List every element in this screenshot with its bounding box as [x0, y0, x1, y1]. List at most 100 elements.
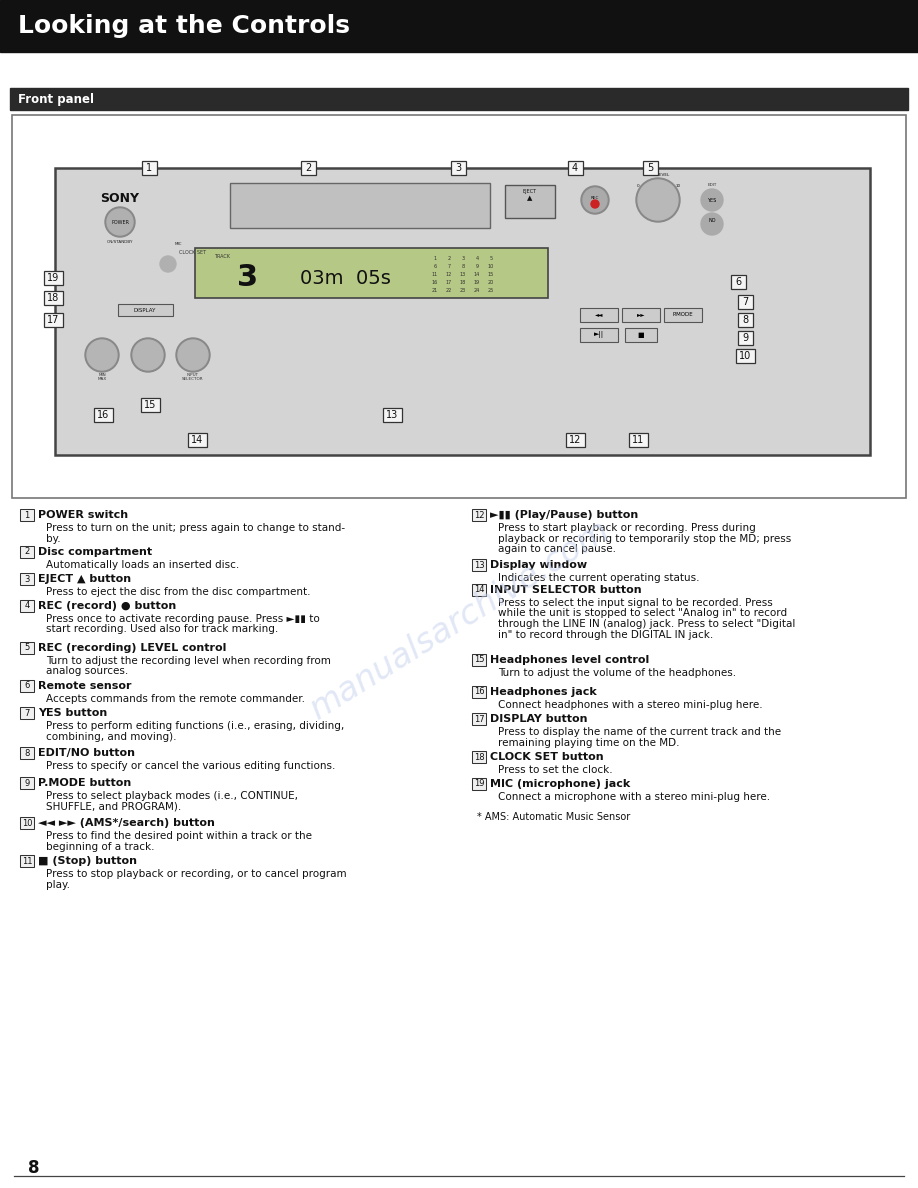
FancyBboxPatch shape — [43, 271, 62, 285]
Text: 9: 9 — [476, 264, 478, 268]
Text: 4: 4 — [476, 255, 478, 260]
FancyBboxPatch shape — [94, 407, 113, 422]
Text: INPUT
SELECTOR: INPUT SELECTOR — [182, 373, 204, 381]
Text: CLOCK SET: CLOCK SET — [179, 251, 207, 255]
FancyBboxPatch shape — [383, 407, 401, 422]
Text: Press to eject the disc from the disc compartment.: Press to eject the disc from the disc co… — [46, 587, 310, 598]
Text: 13: 13 — [474, 561, 485, 569]
FancyBboxPatch shape — [187, 432, 207, 447]
Text: 15: 15 — [144, 400, 156, 410]
Text: 18: 18 — [47, 293, 59, 303]
Text: Turn to adjust the volume of the headphones.: Turn to adjust the volume of the headpho… — [498, 668, 736, 678]
Circle shape — [636, 178, 680, 222]
Text: 12: 12 — [569, 435, 581, 446]
Text: 19: 19 — [47, 273, 59, 283]
Text: ■: ■ — [638, 331, 644, 339]
Text: SONY: SONY — [100, 191, 140, 204]
Text: 8: 8 — [742, 315, 748, 326]
Bar — [55, 168, 870, 455]
Text: remaining playing time on the MD.: remaining playing time on the MD. — [498, 738, 679, 747]
Text: NO: NO — [709, 217, 716, 222]
Text: 1: 1 — [433, 255, 437, 260]
Text: 20: 20 — [487, 279, 494, 284]
Bar — [580, 308, 618, 322]
Text: 11: 11 — [632, 435, 644, 446]
Text: 16: 16 — [97, 410, 109, 421]
Bar — [622, 308, 660, 322]
Text: 14: 14 — [474, 586, 485, 594]
Text: POWER switch: POWER switch — [38, 510, 129, 520]
Text: POWER: POWER — [111, 220, 129, 225]
Text: 8: 8 — [24, 748, 29, 758]
Text: Press to turn on the unit; press again to change to stand-: Press to turn on the unit; press again t… — [46, 523, 345, 533]
Text: YES: YES — [708, 197, 717, 202]
FancyBboxPatch shape — [141, 162, 156, 175]
Bar — [0, 0, 918, 52]
Text: 24: 24 — [474, 287, 480, 292]
Text: Press to perform editing functions (i.e., erasing, dividing,: Press to perform editing functions (i.e.… — [46, 721, 344, 731]
Text: 2: 2 — [305, 163, 311, 173]
Text: Accepts commands from the remote commander.: Accepts commands from the remote command… — [46, 694, 305, 704]
Text: 14: 14 — [474, 272, 480, 277]
Text: Front panel: Front panel — [18, 93, 94, 106]
FancyBboxPatch shape — [19, 854, 34, 867]
Text: 17: 17 — [446, 279, 453, 284]
Text: Connect a microphone with a stereo mini-plug here.: Connect a microphone with a stereo mini-… — [498, 792, 770, 802]
Circle shape — [107, 209, 133, 235]
Text: 1: 1 — [146, 163, 152, 173]
Circle shape — [133, 340, 163, 369]
Text: by.: by. — [46, 533, 61, 543]
Text: 7: 7 — [447, 264, 451, 268]
Text: 5: 5 — [25, 644, 29, 652]
Text: Press to display the name of the current track and the: Press to display the name of the current… — [498, 727, 781, 737]
Circle shape — [160, 255, 176, 272]
FancyBboxPatch shape — [472, 778, 487, 790]
Text: EJECT ▲ button: EJECT ▲ button — [38, 574, 131, 584]
Text: ◄◄: ◄◄ — [595, 312, 603, 317]
Circle shape — [131, 339, 165, 372]
Text: EDIT: EDIT — [707, 183, 717, 187]
Circle shape — [85, 339, 119, 372]
Text: 18: 18 — [460, 279, 466, 284]
FancyBboxPatch shape — [19, 777, 34, 789]
FancyBboxPatch shape — [19, 545, 34, 558]
FancyBboxPatch shape — [43, 312, 62, 327]
Bar — [230, 183, 490, 228]
Circle shape — [176, 339, 210, 372]
Bar — [664, 308, 702, 322]
Text: 17: 17 — [47, 315, 59, 326]
FancyBboxPatch shape — [643, 162, 657, 175]
Text: Press once to activate recording pause. Press ►▮▮ to: Press once to activate recording pause. … — [46, 614, 319, 624]
FancyBboxPatch shape — [451, 162, 465, 175]
Text: start recording. Used also for track marking.: start recording. Used also for track mar… — [46, 625, 278, 634]
Text: play.: play. — [46, 879, 70, 890]
Text: 8: 8 — [28, 1159, 39, 1177]
FancyBboxPatch shape — [19, 508, 34, 522]
Text: Press to start playback or recording. Press during: Press to start playback or recording. Pr… — [498, 523, 756, 533]
Text: Press to select playback modes (i.e., CONTINUE,: Press to select playback modes (i.e., CO… — [46, 791, 298, 801]
Text: 14: 14 — [191, 435, 203, 446]
Text: Indicates the current operating status.: Indicates the current operating status. — [498, 573, 700, 583]
FancyBboxPatch shape — [19, 642, 34, 655]
Text: 17: 17 — [474, 714, 485, 723]
Circle shape — [591, 200, 599, 208]
FancyBboxPatch shape — [19, 816, 34, 829]
Text: 6: 6 — [24, 682, 29, 690]
Text: 7: 7 — [24, 708, 29, 718]
FancyBboxPatch shape — [472, 653, 487, 666]
Text: 15: 15 — [487, 272, 494, 277]
Text: REC (record) ● button: REC (record) ● button — [38, 601, 176, 611]
Text: 5: 5 — [489, 255, 493, 260]
Text: 21: 21 — [431, 287, 438, 292]
Text: 12: 12 — [446, 272, 453, 277]
Text: * AMS: Automatic Music Sensor: * AMS: Automatic Music Sensor — [477, 813, 631, 822]
Text: 4: 4 — [25, 601, 29, 611]
Text: DISPLAY: DISPLAY — [134, 308, 156, 312]
Text: Headphones jack: Headphones jack — [490, 687, 597, 697]
Text: 0: 0 — [637, 184, 639, 188]
Text: MIC: MIC — [174, 242, 182, 246]
FancyBboxPatch shape — [472, 751, 487, 764]
Text: 11: 11 — [431, 272, 438, 277]
Text: 3: 3 — [238, 263, 259, 291]
FancyBboxPatch shape — [731, 274, 745, 289]
